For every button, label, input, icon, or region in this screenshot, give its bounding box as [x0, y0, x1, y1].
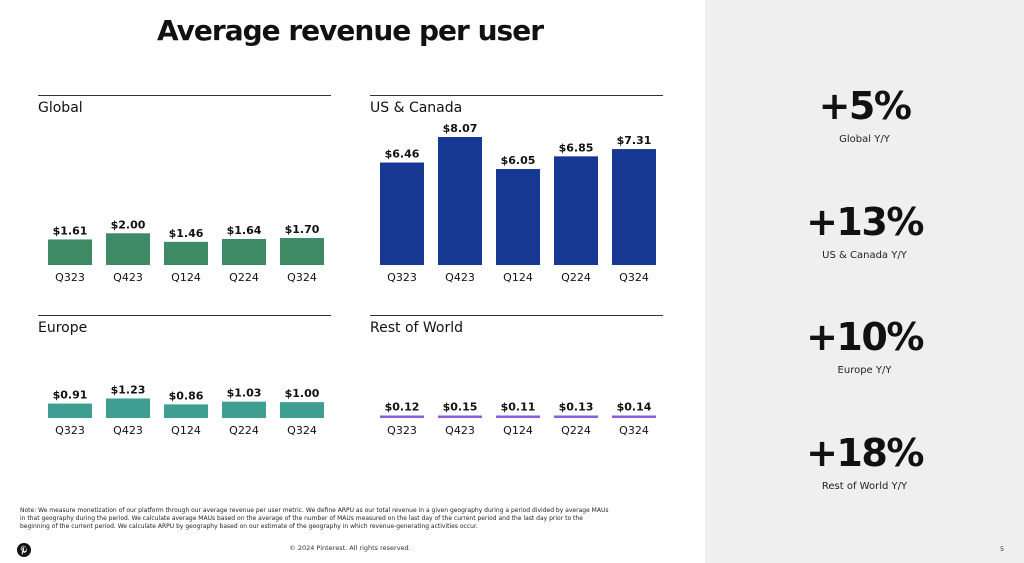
- stat-value: +5%: [818, 84, 912, 128]
- stat-value: +13%: [806, 200, 924, 244]
- tick-label: Q224: [561, 424, 591, 437]
- tick-label: Q324: [287, 424, 317, 437]
- panel-divider: [38, 315, 331, 316]
- tick-label: Q224: [561, 271, 591, 284]
- stat-us-canada: +13% US & Canada Y/Y: [705, 200, 1024, 261]
- bar-Q423: [438, 415, 482, 418]
- data-label: $1.70: [285, 223, 320, 236]
- copyright-text: © 2024 Pinterest. All rights reserved.: [289, 544, 411, 552]
- data-label: $0.86: [169, 389, 204, 402]
- chart-title-global: Global: [38, 100, 83, 116]
- bar-Q224: [222, 401, 266, 418]
- bar-Q323: [380, 162, 424, 265]
- data-label: $1.23: [111, 383, 146, 396]
- tick-label: Q323: [55, 271, 85, 284]
- chart-us-canada: $6.46 Q323 $8.07 Q423 $6.05 Q124 $6.85 Q224 $7.3…: [380, 122, 656, 284]
- data-label: $0.11: [501, 401, 536, 414]
- stat-label: Global Y/Y: [839, 134, 890, 145]
- page-number: 5: [1000, 545, 1005, 553]
- footnote: Note: We measure monetization of our pla…: [20, 507, 609, 530]
- bar-Q124: [164, 241, 208, 265]
- bar-Q324: [612, 415, 656, 418]
- bar-Q224: [222, 238, 266, 265]
- tick-label: Q224: [229, 424, 259, 437]
- tick-label: Q124: [503, 424, 533, 437]
- data-label: $1.46: [169, 227, 204, 240]
- chart-global: $1.61 Q323 $2.00 Q423 $1.46 Q124 $1.64 Q224 $1.7…: [48, 218, 324, 284]
- data-label: $0.15: [443, 401, 478, 414]
- chart-europe: $0.91 Q323 $1.23 Q423 $0.86 Q124 $1.03 Q224 $1.0…: [48, 383, 324, 437]
- data-label: $0.13: [559, 401, 594, 414]
- bar-Q323: [48, 239, 92, 265]
- panel-divider: [38, 95, 331, 96]
- bar-Q423: [106, 233, 150, 265]
- chart-title-rest-of-world: Rest of World: [370, 320, 464, 336]
- panel-divider: [370, 95, 663, 96]
- tick-label: Q224: [229, 271, 259, 284]
- bar-Q224: [554, 156, 598, 265]
- bar-Q423: [106, 398, 150, 418]
- data-label: $6.46: [385, 148, 420, 161]
- chart-panel-rest-of-world: Rest of World $0.12 Q323 $0.15 Q423 $0.11 Q12…: [370, 315, 663, 445]
- chart-panel-europe: Europe $0.91 Q323 $1.23 Q423 $0.86 Q124 $1.03 Q…: [38, 315, 331, 445]
- panel-divider: [370, 315, 663, 316]
- data-label: $1.61: [53, 224, 88, 237]
- stat-value: +10%: [806, 315, 924, 359]
- data-label: $2.00: [111, 218, 146, 231]
- bar-Q323: [48, 403, 92, 418]
- tick-label: Q323: [387, 424, 417, 437]
- tick-label: Q124: [171, 271, 201, 284]
- bar-Q224: [554, 415, 598, 418]
- bar-Q124: [164, 404, 208, 418]
- data-label: $6.85: [559, 141, 594, 154]
- chart-rest-of-world: $0.12 Q323 $0.15 Q423 $0.11 Q124 $0.13 Q224 $0.1…: [380, 401, 656, 437]
- data-label: $0.12: [385, 401, 420, 414]
- bar-Q324: [280, 402, 324, 418]
- bar-Q423: [438, 137, 482, 265]
- page-title: Average revenue per user: [156, 14, 544, 47]
- tick-label: Q323: [55, 424, 85, 437]
- stat-rest-of-world: +18% Rest of World Y/Y: [705, 431, 1024, 492]
- tick-label: Q124: [171, 424, 201, 437]
- tick-label: Q323: [387, 271, 417, 284]
- tick-label: Q324: [287, 271, 317, 284]
- data-label: $8.07: [443, 122, 478, 135]
- chart-title-us-canada: US & Canada: [370, 100, 463, 116]
- chart-title-europe: Europe: [38, 320, 88, 336]
- data-label: $1.00: [285, 387, 320, 400]
- data-label: $1.64: [227, 224, 262, 237]
- data-label: $7.31: [617, 134, 652, 147]
- tick-label: Q423: [113, 271, 143, 284]
- tick-label: Q324: [619, 424, 649, 437]
- bar-Q124: [496, 169, 540, 265]
- data-label: $6.05: [501, 154, 536, 167]
- data-label: $0.91: [53, 389, 88, 402]
- tick-label: Q423: [445, 271, 475, 284]
- pinterest-logo-icon[interactable]: [17, 543, 31, 557]
- tick-label: Q423: [113, 424, 143, 437]
- tick-label: Q423: [445, 424, 475, 437]
- stat-label: Europe Y/Y: [837, 365, 892, 376]
- stat-label: US & Canada Y/Y: [822, 250, 907, 261]
- tick-label: Q124: [503, 271, 533, 284]
- chart-panel-global: Global $1.61 Q323 $2.00 Q423 $1.46 Q124 $1.64 Q…: [38, 95, 331, 290]
- bar-Q324: [612, 149, 656, 265]
- stat-global: +5% Global Y/Y: [705, 84, 1024, 145]
- data-label: $0.14: [617, 401, 652, 414]
- stat-value: +18%: [806, 431, 924, 475]
- data-label: $1.03: [227, 387, 262, 400]
- stat-europe: +10% Europe Y/Y: [705, 315, 1024, 376]
- stat-label: Rest of World Y/Y: [821, 481, 908, 492]
- bar-Q323: [380, 415, 424, 418]
- yoy-summary-panel: +5% Global Y/Y +13% US & Canada Y/Y +10%…: [705, 0, 1024, 563]
- bar-Q124: [496, 415, 540, 418]
- tick-label: Q324: [619, 271, 649, 284]
- chart-panel-us-canada: US & Canada $6.46 Q323 $8.07 Q423 $6.05 Q124 $…: [370, 95, 663, 290]
- bar-Q324: [280, 238, 324, 265]
